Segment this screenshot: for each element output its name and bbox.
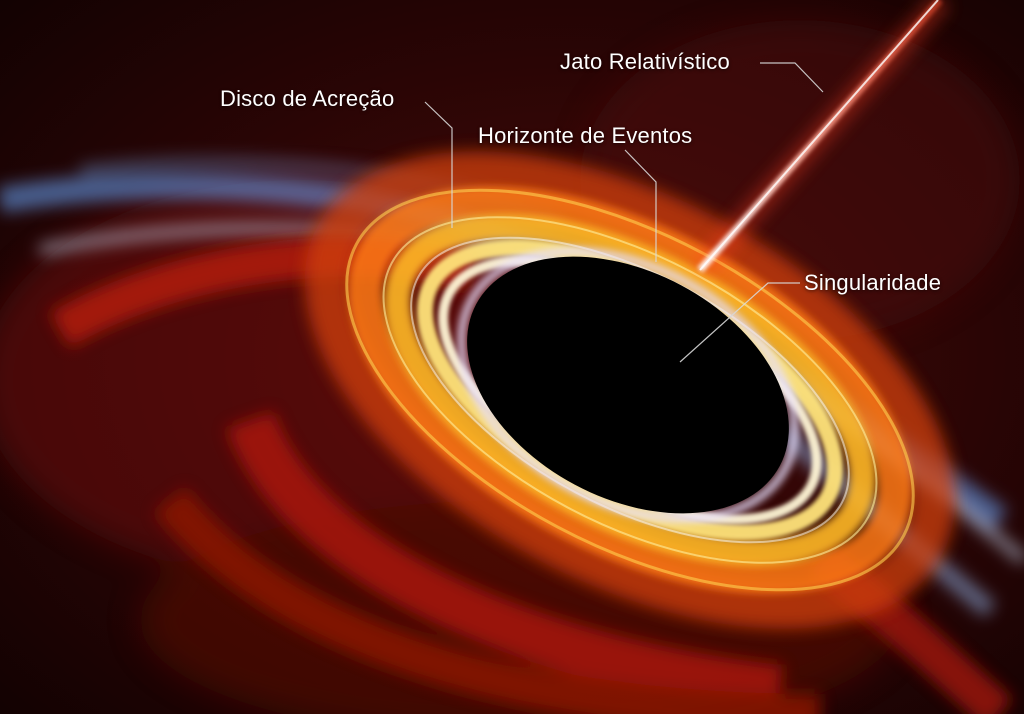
leader-line-jet xyxy=(760,62,824,93)
label-relativistic-jet: Jato Relativístico xyxy=(560,49,730,74)
label-event-horizon: Horizonte de Eventos xyxy=(478,123,693,148)
label-singularity: Singularidade xyxy=(804,270,942,295)
event-horizon-glow xyxy=(457,247,799,523)
label-accretion-disk: Disco de Acreção xyxy=(220,86,395,111)
leader-line-disk xyxy=(424,101,453,228)
event-horizon xyxy=(467,256,789,514)
relativistic-jet xyxy=(691,0,951,278)
leader-lines xyxy=(424,62,824,363)
leader-line-singularity xyxy=(679,282,800,363)
leader-line-horizon xyxy=(624,149,657,262)
